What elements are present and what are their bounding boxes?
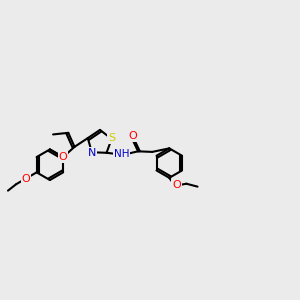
Text: O: O [22,174,30,184]
Text: O: O [59,152,68,162]
Text: NH: NH [114,149,130,159]
Text: S: S [108,134,115,143]
Text: O: O [128,131,137,141]
Text: O: O [172,180,181,190]
Text: N: N [88,148,96,158]
